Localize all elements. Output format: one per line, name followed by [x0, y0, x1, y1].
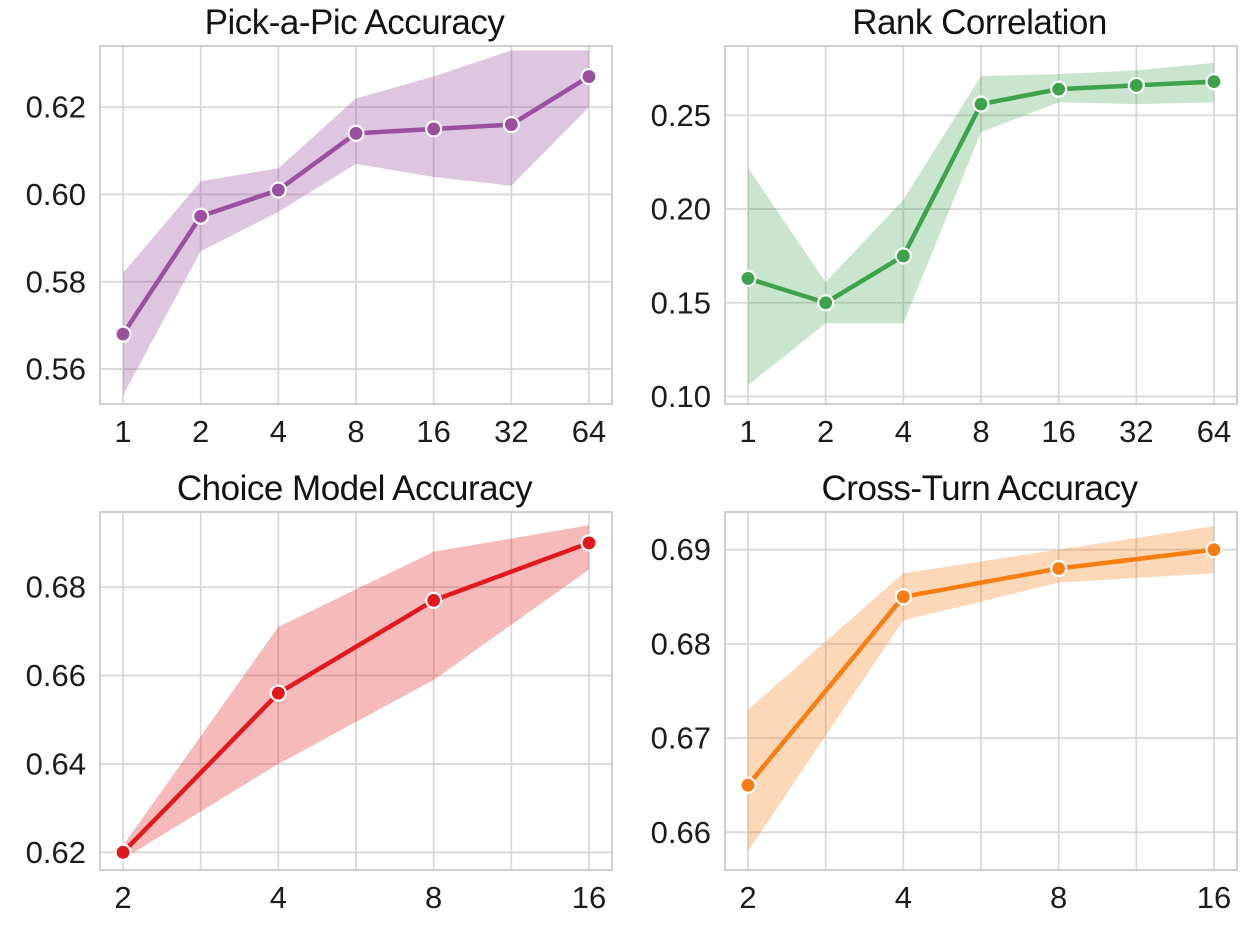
- chart-title-rank-correlation: Rank Correlation: [852, 3, 1107, 42]
- y-tick-label: 0.62: [26, 90, 86, 125]
- y-tick-label: 0.10: [651, 379, 711, 414]
- data-point: [580, 534, 598, 552]
- data-point: [894, 247, 912, 265]
- data-point: [739, 269, 757, 288]
- chart-title-cross-turn: Cross-Turn Accuracy: [821, 469, 1138, 508]
- x-tick-label: 64: [572, 414, 606, 449]
- x-tick-label: 4: [895, 414, 912, 449]
- x-tick-label: 1: [739, 414, 756, 449]
- plot-canvas-pick-a-pic: 0.56 0.58 0.60 0.62 1 2 4 8 16 32 64: [26, 45, 613, 449]
- x-tick-label: 2: [192, 414, 209, 449]
- y-tick-label: 0.68: [651, 626, 711, 661]
- y-tick-label: 0.56: [26, 352, 86, 387]
- x-tick-label: 8: [1050, 880, 1067, 915]
- data-point: [1127, 76, 1145, 94]
- data-point: [580, 67, 598, 86]
- x-tick-label: 4: [270, 880, 287, 915]
- data-line: [120, 540, 592, 855]
- y-tick-label: 0.62: [26, 835, 86, 870]
- y-tick-label: 0.68: [26, 570, 86, 605]
- x-tick-label: 8: [425, 880, 442, 915]
- plot-border: [724, 511, 1238, 871]
- x-tick-label: 4: [270, 414, 287, 449]
- data-point: [739, 776, 757, 794]
- x-tick-label: 2: [114, 880, 131, 915]
- data-point: [817, 294, 835, 312]
- x-tick-label: 64: [1197, 414, 1231, 449]
- plot-border: [724, 45, 1238, 405]
- x-tick-label: 16: [572, 880, 606, 915]
- plot-canvas-cross-turn: 0.66 0.67 0.68 0.69 2 4 8 16: [651, 511, 1238, 915]
- chart-title-pick-a-pic: Pick-a-Pic Accuracy: [204, 3, 505, 42]
- confidence-band: [123, 50, 589, 396]
- x-tick-label: 4: [895, 880, 912, 915]
- plot-border: [99, 511, 613, 871]
- chart-title-choice-model: Choice Model Accuracy: [176, 469, 533, 508]
- x-tick-label: 2: [817, 414, 834, 449]
- data-point: [1050, 80, 1068, 98]
- data-point: [425, 120, 443, 138]
- y-tick-label: 0.20: [651, 192, 711, 227]
- data-point: [1205, 541, 1223, 559]
- plot-canvas-rank-correlation: 0.10 0.15 0.20 0.25 1 2 4 8 16 32 64: [651, 45, 1238, 449]
- chart-choice-model-accuracy: Choice Model Accuracy 0.62 0.64 0.66 0.68 2 4…: [0, 466, 625, 932]
- data-point: [114, 843, 132, 861]
- data-line: [745, 547, 1217, 788]
- data-point: [347, 124, 365, 142]
- data-point: [1205, 73, 1223, 91]
- x-tick-label: 2: [739, 880, 756, 915]
- x-tick-label: 16: [1197, 880, 1231, 915]
- chart-cross-turn-accuracy: Cross-Turn Accuracy 0.66 0.67 0.68 0.69 2 4 8 1…: [625, 466, 1250, 932]
- y-tick-label: 0.64: [26, 746, 86, 781]
- y-tick-label: 0.66: [651, 815, 711, 850]
- y-tick-label: 0.60: [26, 177, 86, 212]
- y-tick-label: 0.69: [651, 532, 711, 567]
- x-tick-label: 1: [114, 414, 131, 449]
- data-point: [114, 325, 132, 343]
- data-point: [894, 588, 912, 606]
- y-tick-label: 0.58: [26, 264, 86, 299]
- y-tick-label: 0.25: [651, 98, 711, 133]
- x-tick-label: 32: [1119, 414, 1153, 449]
- x-tick-label: 8: [972, 414, 989, 449]
- x-tick-label: 16: [416, 414, 450, 449]
- plot-border: [99, 45, 613, 405]
- chart-pick-a-pic-accuracy: Pick-a-Pic Accuracy 0.56 0.58 0.60 0.62 1 2 4 8…: [0, 0, 625, 466]
- y-tick-label: 0.67: [651, 721, 711, 756]
- plot-canvas-choice-model: 0.62 0.64 0.66 0.68 2 4 8 16: [26, 511, 613, 915]
- data-point: [269, 684, 287, 702]
- y-tick-label: 0.66: [26, 658, 86, 693]
- data-point: [502, 115, 520, 134]
- confidence-band: [748, 62, 1214, 386]
- data-point: [192, 207, 210, 225]
- confidence-band: [123, 525, 589, 859]
- data-point: [425, 591, 443, 609]
- confidence-band: [748, 526, 1214, 852]
- y-tick-label: 0.15: [651, 285, 711, 320]
- chart-rank-correlation: Rank Correlation 0.10 0.15 0.20 0.25 1 2 4 8 16 3…: [625, 0, 1250, 466]
- data-point: [1050, 559, 1068, 578]
- x-tick-label: 32: [494, 414, 528, 449]
- x-tick-label: 8: [347, 414, 364, 449]
- data-point: [972, 95, 990, 113]
- x-tick-label: 16: [1041, 414, 1075, 449]
- data-point: [269, 181, 287, 199]
